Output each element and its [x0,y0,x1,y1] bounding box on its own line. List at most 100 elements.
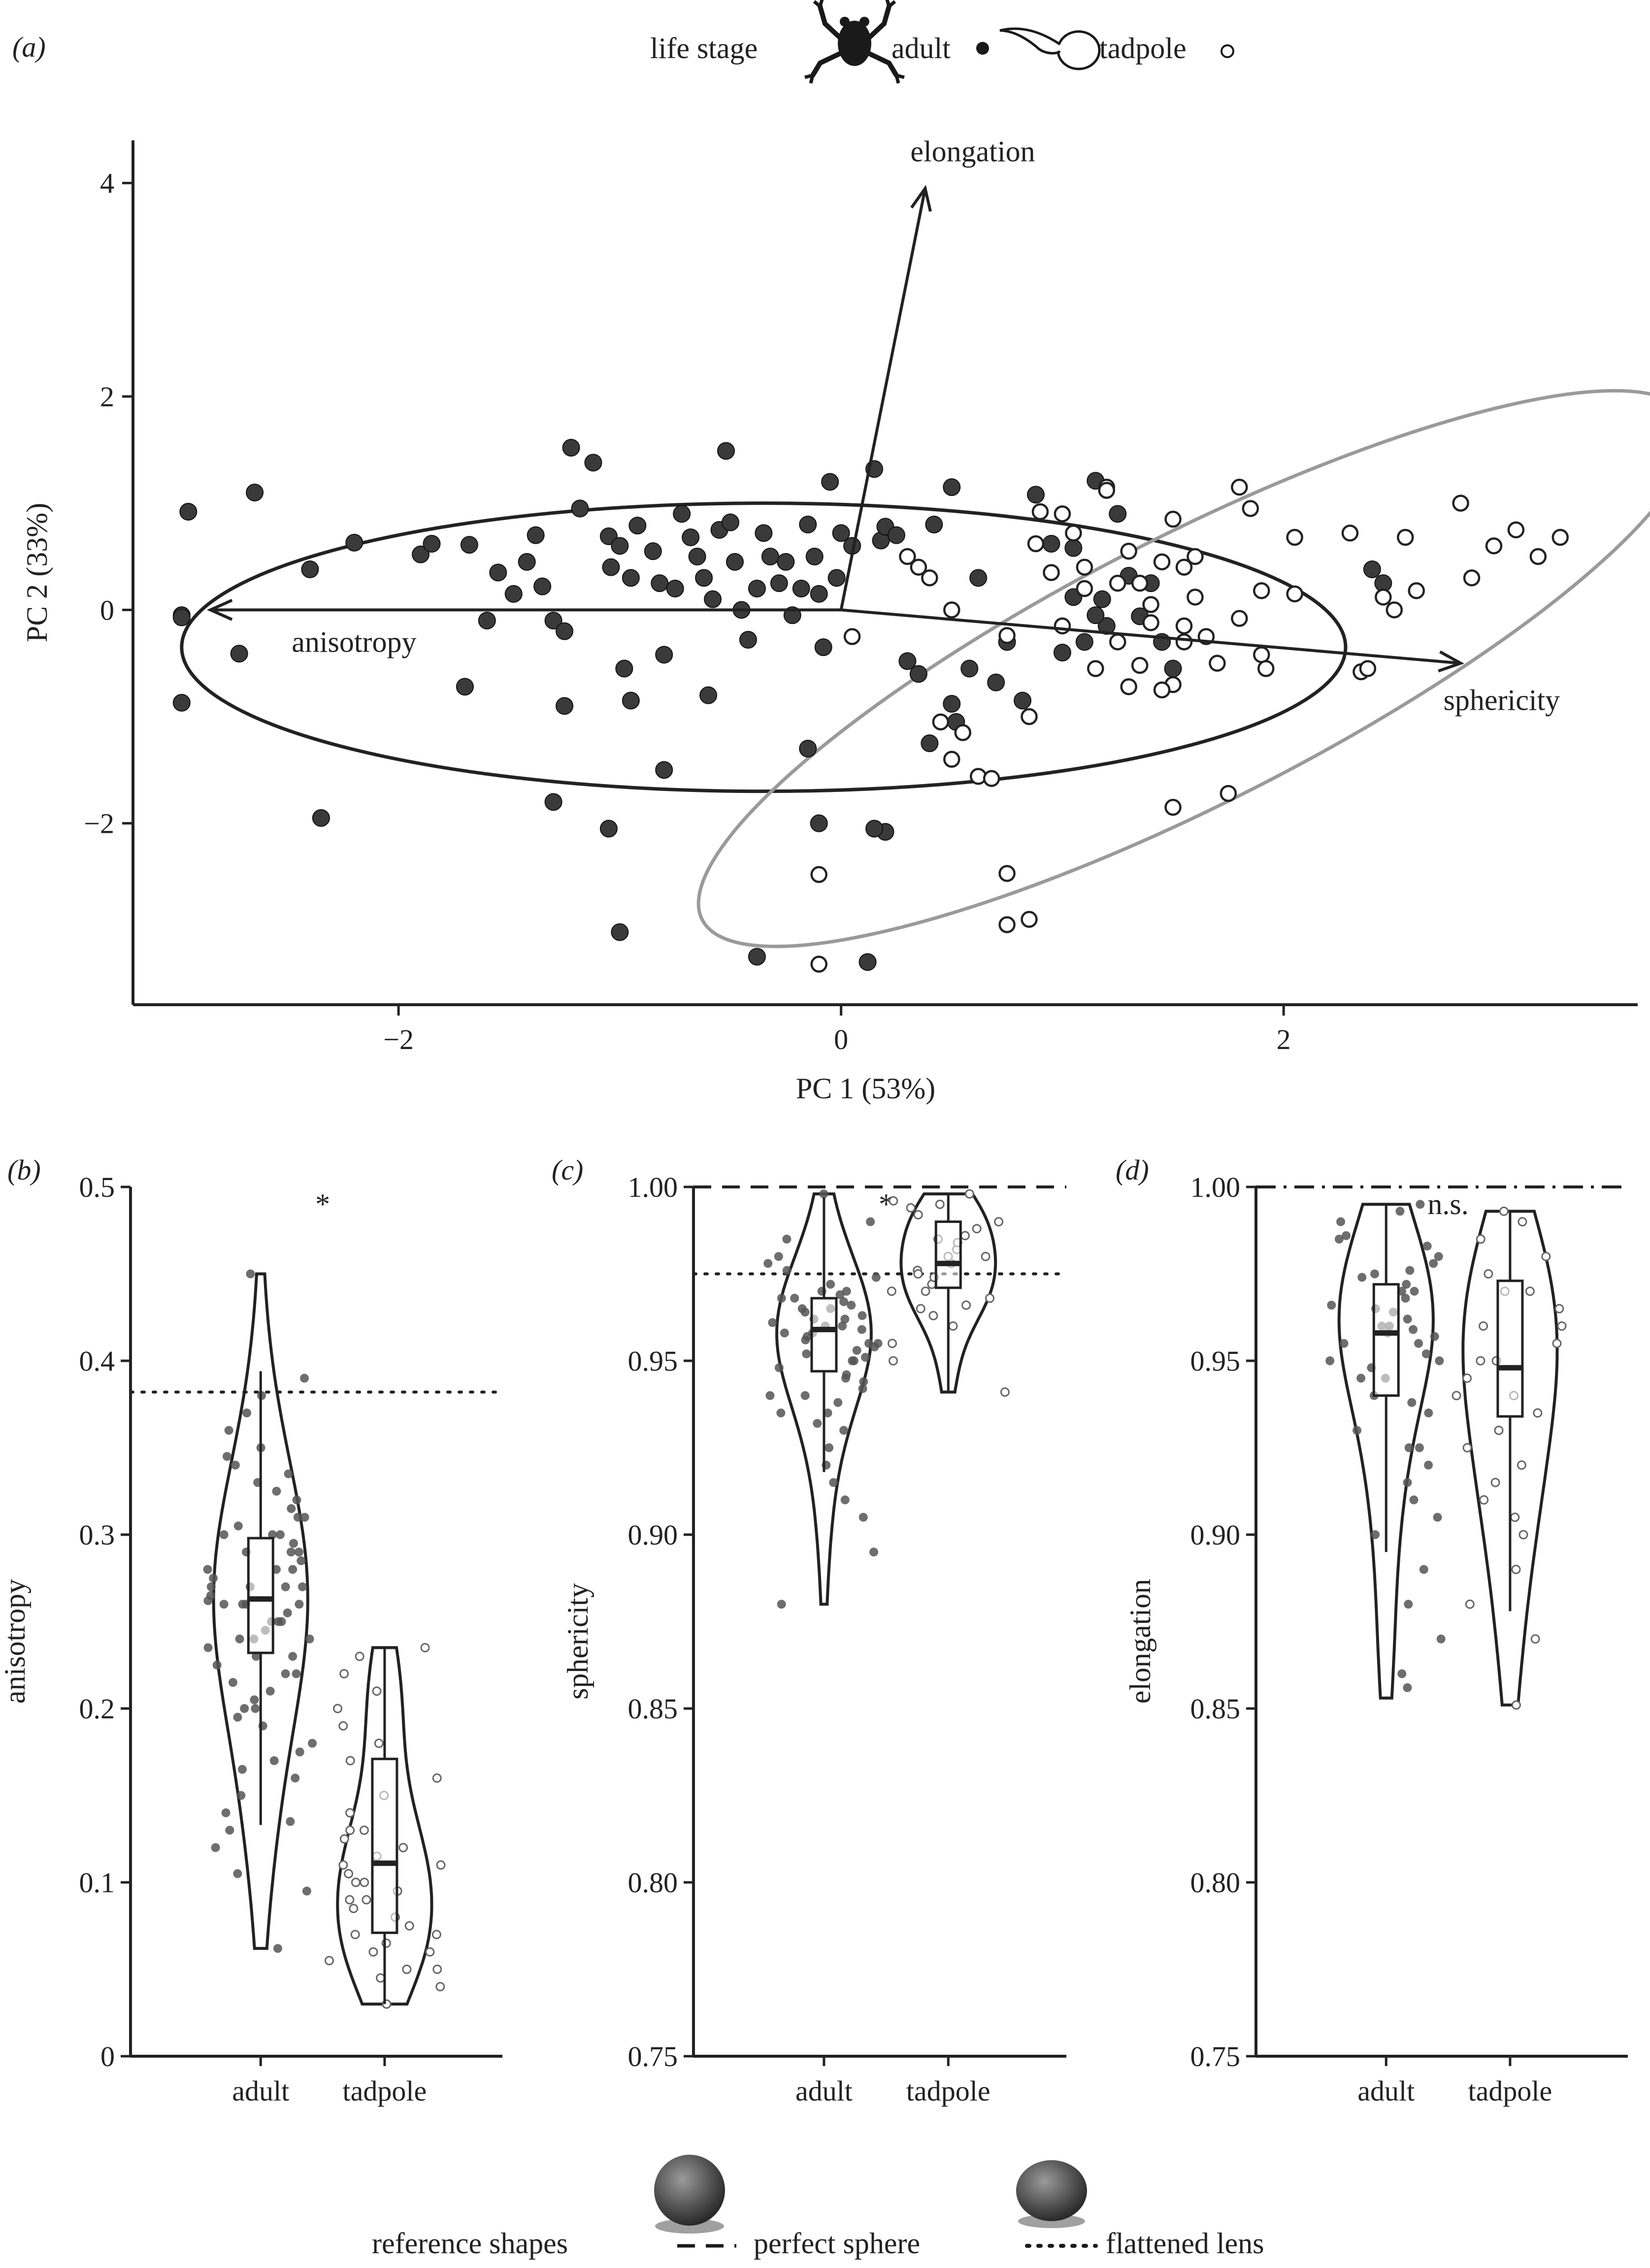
adult-jitter-point [1403,1478,1412,1487]
adult-point [1027,486,1045,504]
tadpole-point [998,627,1016,644]
adult-jitter-point [1416,1200,1425,1209]
adult-point [172,608,191,626]
adult-jitter-point [269,1756,279,1765]
adult-point [960,659,979,678]
tadpole-jitter-point [1499,1206,1509,1216]
x-tick-label: −2 [383,1023,414,1055]
adult-jitter-point [1430,1332,1439,1341]
adult-jitter-point [228,1678,237,1687]
adult-jitter-point [286,1817,295,1826]
adult-jitter-point [294,1547,303,1557]
adult-jitter-point [825,1443,834,1452]
adult-point [726,553,744,571]
adult-jitter-point [206,1582,216,1591]
adult-point [673,505,691,523]
y-axis-title: sphericity [561,1583,594,1700]
tadpole-point [943,751,960,768]
adult-jitter-point [246,1269,255,1279]
tadpole-point [1043,564,1060,581]
tadpole-jitter-point [1462,1373,1472,1383]
y-tick-label: 0.75 [628,2040,678,2072]
adult-point [584,454,602,472]
tadpole-jitter-point [1462,1443,1472,1452]
tadpole-jitter-point [1552,1339,1562,1348]
adult-point [504,585,523,603]
adult-jitter-point [1415,1443,1424,1452]
tadpole-jitter-point [1000,1387,1010,1397]
tadpole-point [1131,574,1149,592]
adult-jitter-point [222,1452,231,1461]
adult-jitter-point [1433,1512,1442,1522]
tadpole-jitter-point [420,1643,430,1652]
tadpole-jitter-point [432,1773,442,1783]
adult-point [230,645,248,663]
tadpole-point [1076,559,1093,576]
tadpole-point [1286,528,1303,546]
tadpole-point [1551,528,1569,546]
adult-point [1097,617,1116,635]
adult-box [1372,1283,1400,1397]
tadpole-point [1242,500,1259,517]
adult-jitter-point [221,1808,231,1817]
adult-point [1164,659,1182,678]
adult-jitter-point [238,1600,247,1609]
y-axis-title: anisotropy [0,1579,31,1704]
adult-jitter-point [864,1339,874,1348]
tadpole-box [371,1757,398,1934]
tadpole-point [1463,569,1481,587]
adult-jitter-point [833,1398,843,1407]
adult-jitter-point [1397,1669,1407,1678]
tadpole-point [899,548,916,565]
tadpole-jitter-point [398,1842,408,1852]
adult-jitter-point [250,1695,259,1705]
tadpole-point [1087,660,1104,677]
adult-violin [775,1192,873,1606]
tadpole-point [1485,537,1503,555]
flattened-lens-icon [1016,2160,1087,2228]
adult-jitter-point [1357,1273,1367,1282]
adult-point [925,516,943,533]
y-tick-label: 0.85 [1190,1693,1241,1725]
tadpole-jitter-point [1554,1304,1564,1314]
loading-arrowhead-anisotropy [206,599,233,621]
tadpole-point [1120,542,1137,560]
tadpole-jitter-point [1465,1599,1475,1609]
tadpole-point [1408,582,1425,599]
y-tick-label: 0.90 [628,1519,678,1551]
adult-jitter-point [782,1234,792,1244]
tadpole-point [1098,482,1116,499]
adult-jitter-point [308,1739,317,1748]
adult-point [943,478,961,496]
y-tick-label: 0 [100,2040,115,2072]
adult-jitter-point [231,1460,240,1470]
adult-violin [212,1272,309,1950]
tadpole-jitter-point [1518,1530,1528,1540]
tadpole-point [1153,553,1171,571]
adult-point [832,524,850,542]
tadpole-point [1142,614,1159,631]
tadpole-point [1175,617,1193,635]
tadpole-point [954,724,971,741]
adult-jitter-point [236,1791,246,1800]
tadpole-jitter-point [960,1231,970,1241]
tadpole-jitter-point [338,1860,348,1870]
tadpole-jitter-point [981,1251,990,1261]
adult-box [810,1297,838,1373]
adult-point [611,923,629,941]
y-tick-label: 4 [100,167,114,199]
adult-jitter-point [233,1869,242,1878]
adult-point [1093,590,1111,608]
adult-jitter-point [203,1565,212,1574]
flattened-lens-label: flattened lens [1106,2227,1264,2260]
x-tick-label-tadpole: tadpole [906,2075,990,2107]
tadpole-jitter-point [1510,1512,1520,1522]
adult-jitter-point [1401,1293,1410,1303]
adult-jitter-point [209,1574,218,1583]
tadpole-jitter-point [376,1973,386,1983]
tadpole-point [1231,478,1248,496]
tadpole-point [1220,785,1237,802]
tadpole-point [1076,580,1093,597]
adult-jitter-point [840,1495,850,1505]
